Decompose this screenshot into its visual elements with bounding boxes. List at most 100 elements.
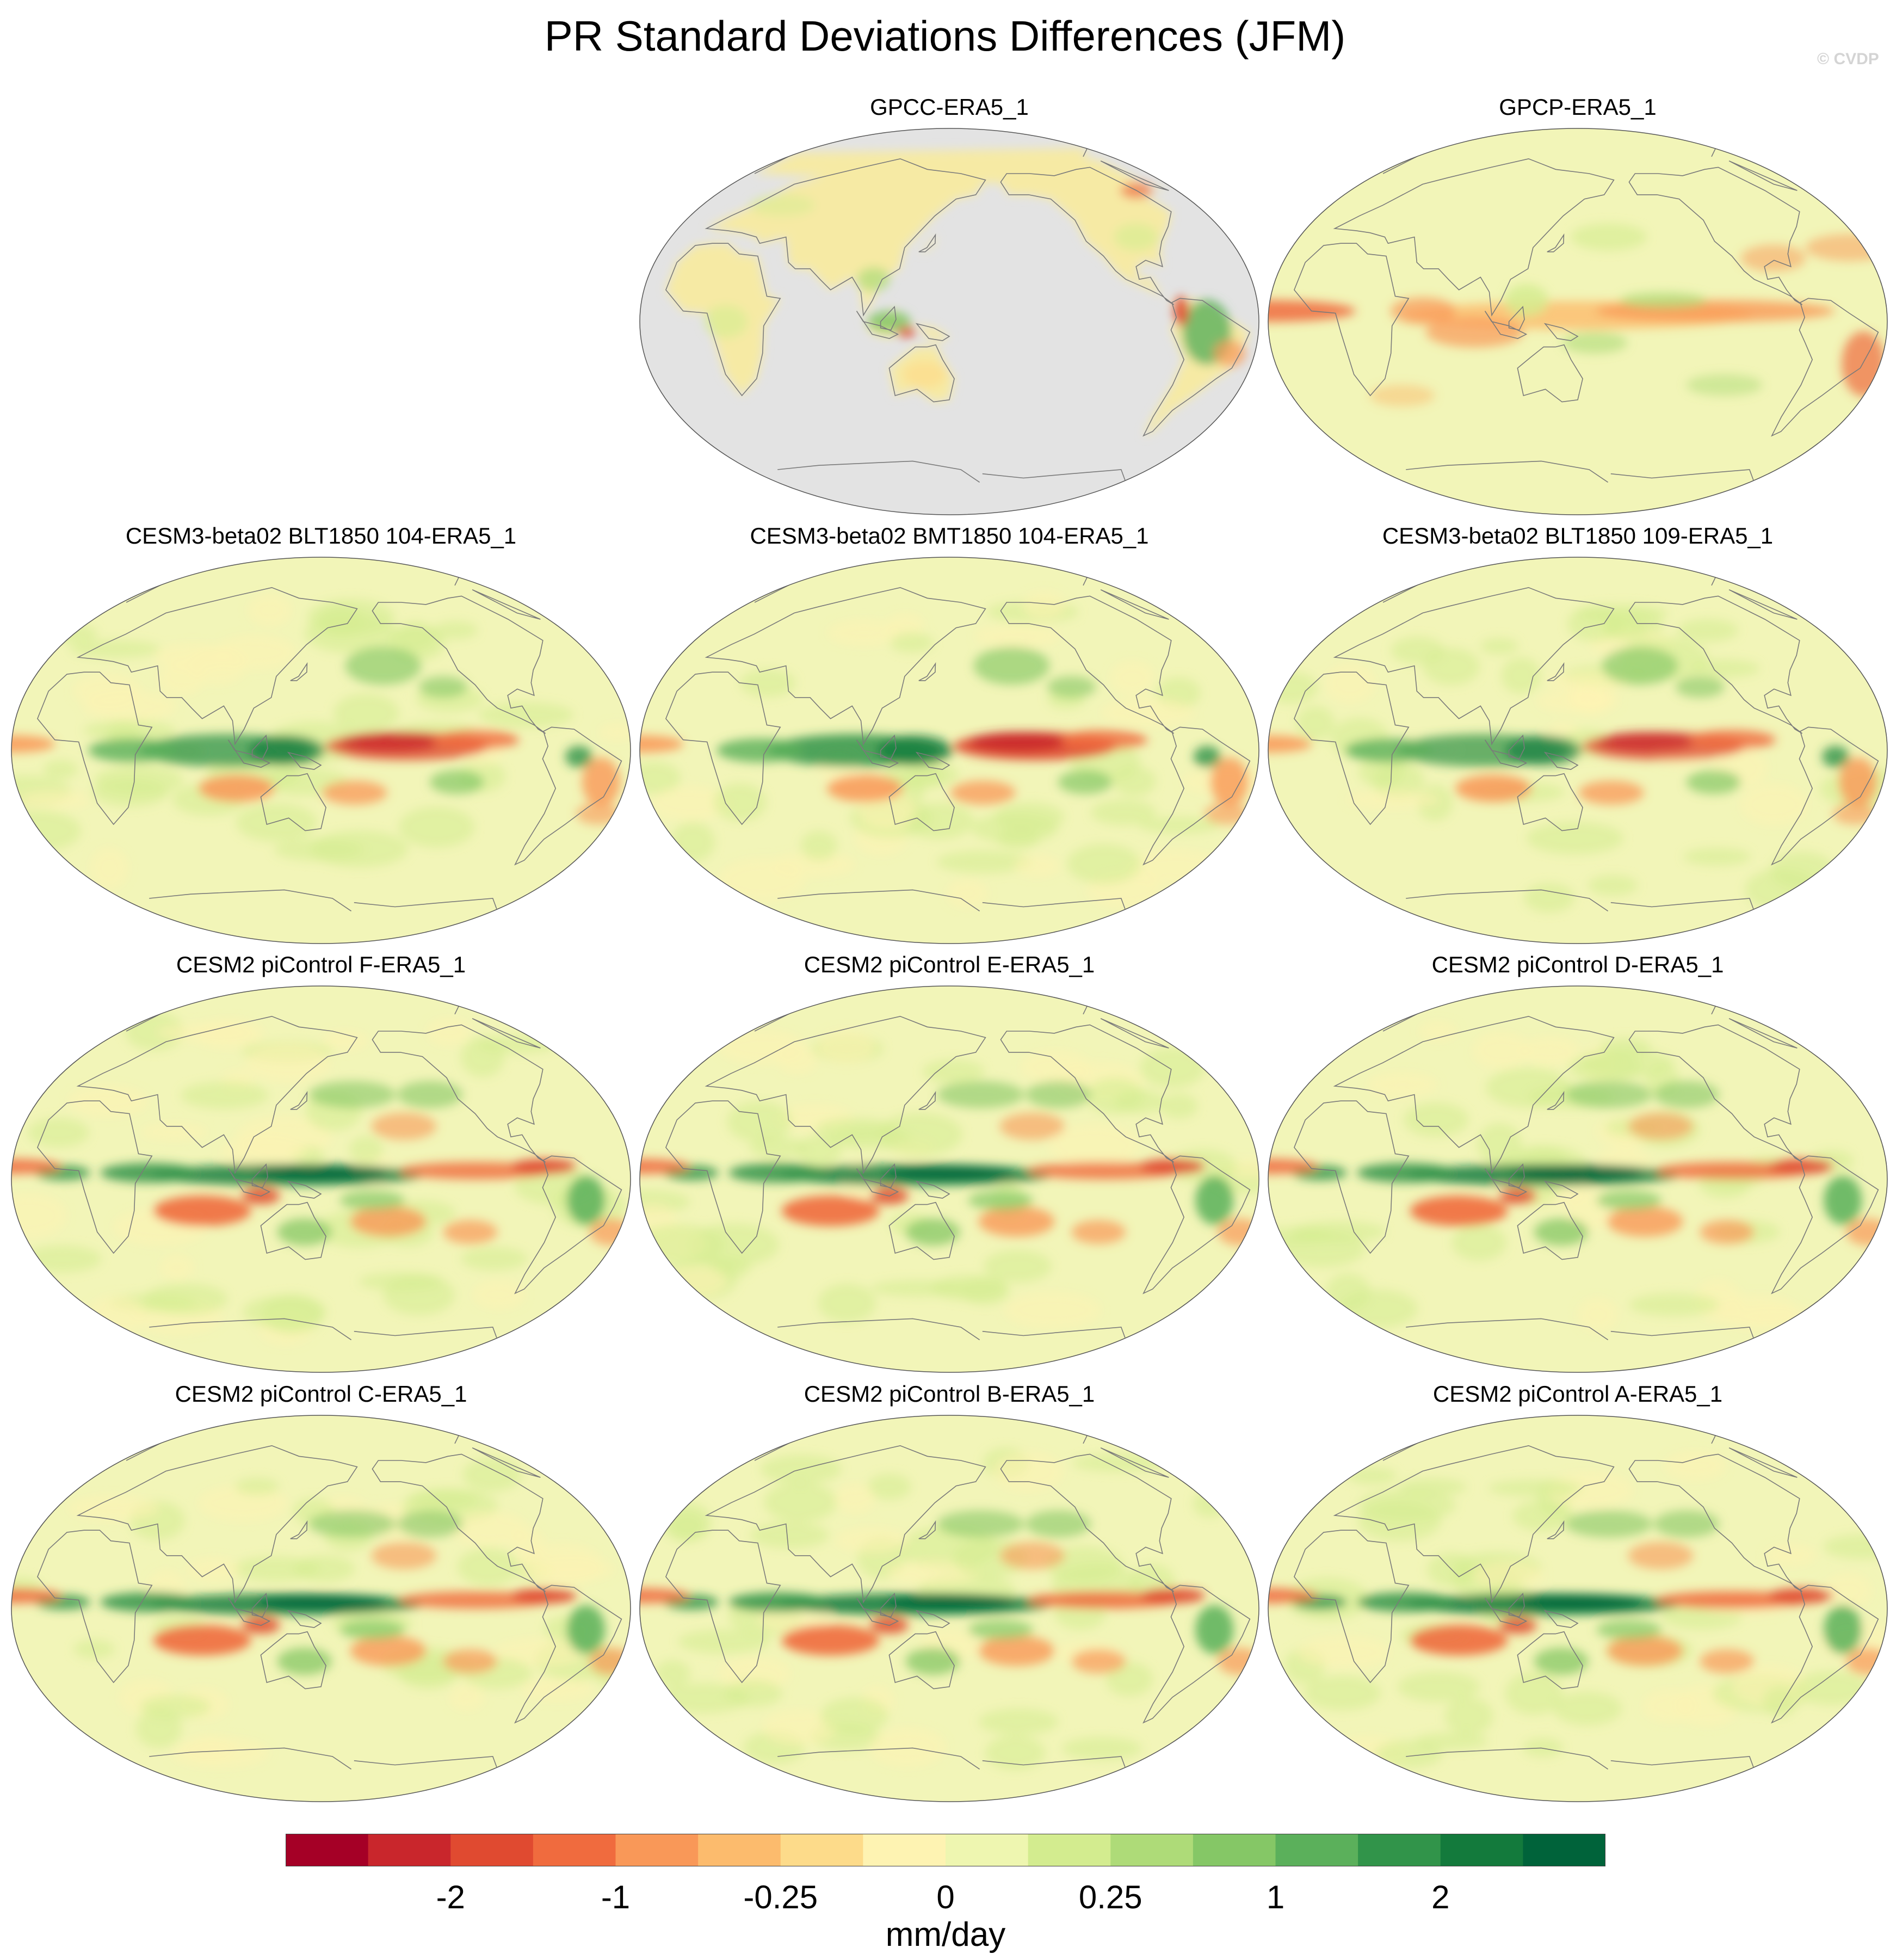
field-blob (1571, 223, 1647, 251)
field-blob (1607, 1206, 1683, 1237)
panel-title: GPCP-ERA5_1 (1499, 94, 1657, 120)
coastline (227, 1168, 271, 1197)
field-blob (1686, 374, 1763, 396)
field-blob (1521, 1037, 1579, 1066)
coastline (1484, 739, 1528, 768)
field-blob (817, 1030, 875, 1064)
coastline (1771, 1155, 1879, 1295)
map-panel: CESM2 piControl E-ERA5_1 (637, 951, 1262, 1376)
field-blob (719, 1030, 805, 1064)
field-blob (478, 701, 574, 728)
coastline (1293, 1100, 1410, 1254)
field-blob (432, 730, 520, 750)
colorbar-swatch (1275, 1834, 1358, 1866)
coastline (76, 1015, 358, 1174)
coastline (880, 1593, 897, 1618)
colorbar-swatch (698, 1834, 781, 1866)
field-blob (1139, 1047, 1205, 1088)
field-blob (1058, 770, 1113, 794)
map-panel: CESM2 piControl C-ERA5_1 (8, 1380, 634, 1805)
field-blob (969, 732, 1067, 752)
field-blob (398, 1655, 459, 1690)
coastline (36, 671, 153, 825)
field-blob (999, 1112, 1065, 1140)
field-blob (215, 636, 296, 669)
field-blob (144, 1283, 228, 1315)
field-blob (1071, 1220, 1126, 1244)
panel-title: CESM3-beta02 BMT1850 104-ERA5_1 (750, 523, 1149, 548)
coastline (1628, 1024, 1803, 1163)
field-blob (1358, 1489, 1456, 1522)
coastline (665, 243, 781, 397)
field-blob (1565, 1510, 1653, 1538)
field-blob (1195, 1175, 1234, 1225)
coastline (915, 1610, 950, 1628)
field-blob (983, 1250, 1052, 1283)
coastline (1142, 298, 1251, 437)
coastline (918, 1090, 936, 1110)
field-blob (427, 1018, 471, 1046)
field-blob (1101, 698, 1195, 727)
field-blob (153, 1195, 251, 1226)
field-blob (1452, 1224, 1507, 1261)
field-blob (704, 305, 748, 338)
field-blob (443, 1220, 498, 1244)
field-blob (397, 1510, 463, 1538)
field-blob (1512, 1500, 1573, 1532)
field-blob (655, 1660, 690, 1687)
field-blob (1537, 689, 1619, 713)
field-blob (1501, 657, 1541, 694)
field-blob (56, 624, 98, 644)
coastline (856, 311, 899, 339)
field-blob (1127, 850, 1225, 885)
coastlines (1293, 1435, 1879, 1770)
field-blob (719, 1657, 790, 1691)
field-blob (1296, 706, 1335, 741)
field-blob (904, 803, 974, 840)
cvdp-watermark: © CVDP (1817, 50, 1879, 68)
coastline (777, 460, 1126, 483)
field-blob (1218, 1648, 1259, 1675)
colorbar-swatch (946, 1834, 1029, 1866)
field-blob (1404, 1102, 1469, 1137)
coastline (856, 1168, 899, 1197)
robinson-map (11, 557, 631, 944)
field-blob (762, 1710, 837, 1746)
field-blob (457, 1548, 520, 1586)
field-blob (857, 267, 891, 292)
field-blob (1683, 848, 1751, 866)
map-panel: GPCP-ERA5_1 (1265, 94, 1890, 518)
land-fill (755, 148, 1169, 191)
coastline (260, 1631, 326, 1690)
field-blob (1060, 730, 1148, 750)
robinson-map (639, 985, 1259, 1373)
colorbar-swatch (450, 1834, 534, 1866)
coastline (149, 1747, 497, 1770)
colorbar-tick-label: 0 (936, 1879, 955, 1915)
field-blob (473, 1280, 525, 1309)
field-layer (640, 1030, 1259, 1328)
field-blob (409, 1490, 479, 1510)
field-blob (1824, 1605, 1862, 1654)
field-blob (1357, 1592, 1455, 1612)
map-border (11, 1415, 631, 1802)
panel-title: CESM2 piControl F-ERA5_1 (176, 952, 466, 977)
field-blob (1733, 1308, 1828, 1325)
field-blob (1740, 244, 1806, 272)
coastline (1000, 167, 1175, 305)
field-blob (1675, 676, 1725, 698)
field-blob (69, 640, 160, 658)
coastline (1406, 889, 1754, 911)
field-blob (245, 1043, 330, 1082)
coastline (372, 1453, 546, 1592)
field-blob (1505, 1672, 1563, 1715)
field-blob (68, 1496, 159, 1520)
colorbar-swatch (533, 1834, 616, 1866)
coastline (1142, 1585, 1251, 1724)
field-blob (322, 780, 387, 805)
coastline (1484, 1598, 1528, 1626)
coastline (1000, 595, 1175, 734)
field-blob (1700, 1649, 1755, 1674)
field-blob (1304, 1675, 1381, 1711)
field-blob (781, 1195, 880, 1226)
